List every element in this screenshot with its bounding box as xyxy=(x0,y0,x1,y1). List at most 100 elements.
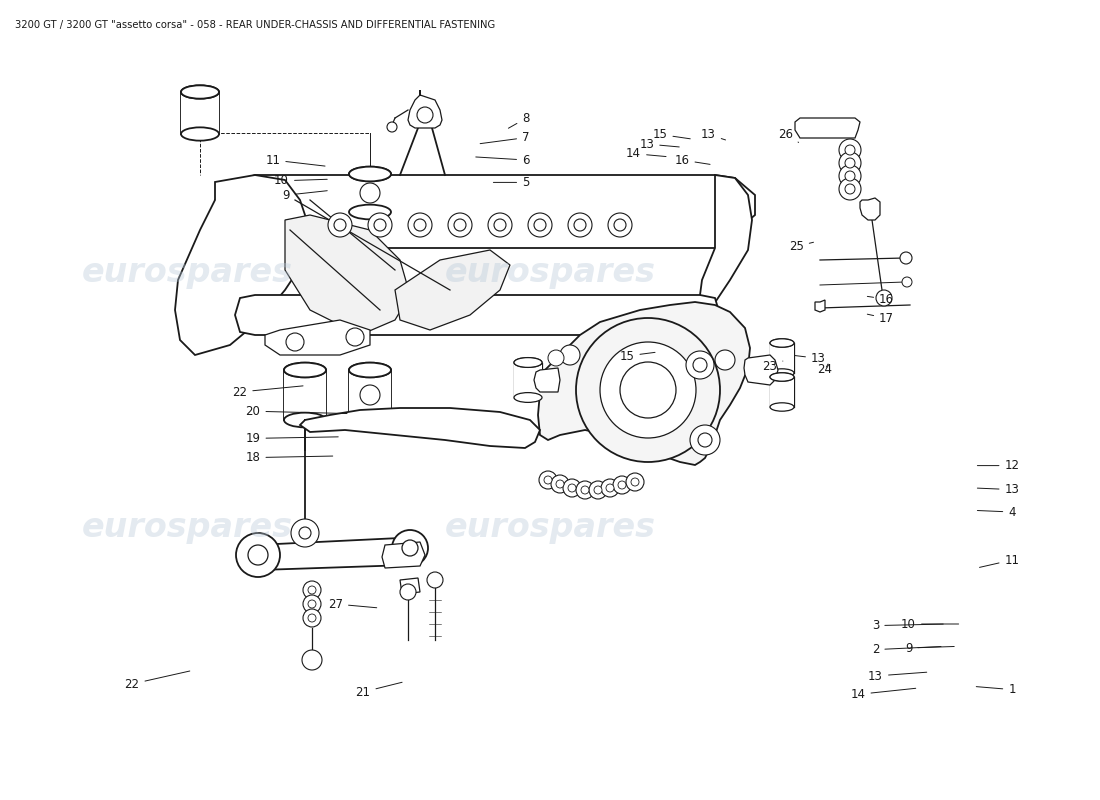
Text: 13: 13 xyxy=(639,138,679,150)
Circle shape xyxy=(563,479,581,497)
Polygon shape xyxy=(395,250,510,330)
Polygon shape xyxy=(265,320,370,355)
Polygon shape xyxy=(534,368,560,392)
Circle shape xyxy=(414,219,426,231)
Circle shape xyxy=(613,476,631,494)
Circle shape xyxy=(248,545,268,565)
Ellipse shape xyxy=(182,86,219,98)
Circle shape xyxy=(308,600,316,608)
Ellipse shape xyxy=(284,362,326,378)
Circle shape xyxy=(286,333,304,351)
Circle shape xyxy=(236,533,280,577)
Text: 10: 10 xyxy=(901,618,958,630)
Circle shape xyxy=(544,476,552,484)
Ellipse shape xyxy=(349,362,390,378)
Polygon shape xyxy=(744,355,778,385)
Text: 27: 27 xyxy=(328,598,376,610)
Circle shape xyxy=(539,471,557,489)
Ellipse shape xyxy=(349,362,390,378)
Circle shape xyxy=(556,480,564,488)
Polygon shape xyxy=(235,295,721,335)
Ellipse shape xyxy=(349,166,390,182)
Circle shape xyxy=(574,219,586,231)
Circle shape xyxy=(568,213,592,237)
Text: 7: 7 xyxy=(481,131,529,144)
Circle shape xyxy=(839,139,861,161)
Polygon shape xyxy=(860,198,880,220)
Text: 5: 5 xyxy=(494,176,529,189)
Text: 11: 11 xyxy=(979,554,1020,567)
Circle shape xyxy=(631,478,639,486)
Circle shape xyxy=(346,328,364,346)
Circle shape xyxy=(402,540,418,556)
Ellipse shape xyxy=(770,403,794,411)
Ellipse shape xyxy=(770,339,794,347)
Ellipse shape xyxy=(182,127,219,141)
Circle shape xyxy=(417,107,433,123)
Ellipse shape xyxy=(514,393,542,402)
Circle shape xyxy=(360,385,379,405)
Text: 22: 22 xyxy=(124,671,190,690)
Bar xyxy=(770,343,794,373)
Text: 13: 13 xyxy=(701,128,726,141)
Polygon shape xyxy=(698,175,752,340)
Text: 26: 26 xyxy=(778,128,799,142)
Text: 12: 12 xyxy=(978,459,1020,472)
Text: eurospares: eurospares xyxy=(81,511,293,545)
Circle shape xyxy=(392,530,428,566)
Bar xyxy=(514,362,542,398)
Text: 11: 11 xyxy=(265,154,324,166)
Circle shape xyxy=(360,183,379,203)
Text: 25: 25 xyxy=(789,240,814,253)
Text: 15: 15 xyxy=(619,350,654,362)
Circle shape xyxy=(548,350,564,366)
Polygon shape xyxy=(246,538,415,570)
Circle shape xyxy=(308,614,316,622)
Text: 9: 9 xyxy=(905,642,954,654)
Text: 8: 8 xyxy=(508,112,529,128)
Text: 16: 16 xyxy=(867,293,894,306)
Circle shape xyxy=(614,219,626,231)
Circle shape xyxy=(568,484,576,492)
Circle shape xyxy=(715,350,735,370)
Text: 19: 19 xyxy=(245,432,338,445)
Ellipse shape xyxy=(770,339,794,347)
Circle shape xyxy=(328,213,352,237)
Polygon shape xyxy=(408,90,442,128)
Circle shape xyxy=(608,213,632,237)
Circle shape xyxy=(902,277,912,287)
Polygon shape xyxy=(175,175,310,355)
Text: 16: 16 xyxy=(674,154,711,166)
Circle shape xyxy=(292,519,319,547)
Circle shape xyxy=(626,473,644,491)
Text: 10: 10 xyxy=(274,174,327,187)
Text: 6: 6 xyxy=(476,154,529,166)
Bar xyxy=(349,370,390,420)
Circle shape xyxy=(528,213,552,237)
Ellipse shape xyxy=(284,362,326,378)
Circle shape xyxy=(408,213,432,237)
Polygon shape xyxy=(285,215,410,335)
Ellipse shape xyxy=(349,166,390,182)
Ellipse shape xyxy=(284,413,326,427)
Circle shape xyxy=(845,145,855,155)
Text: 15: 15 xyxy=(652,128,691,141)
Text: 13: 13 xyxy=(868,670,926,682)
Polygon shape xyxy=(538,302,750,465)
Ellipse shape xyxy=(182,86,219,98)
Ellipse shape xyxy=(349,413,390,427)
Circle shape xyxy=(618,481,626,489)
Polygon shape xyxy=(400,578,420,594)
Circle shape xyxy=(299,527,311,539)
Ellipse shape xyxy=(514,358,542,367)
Ellipse shape xyxy=(770,369,794,378)
Polygon shape xyxy=(300,408,540,448)
Circle shape xyxy=(302,595,321,613)
Ellipse shape xyxy=(514,358,542,367)
Circle shape xyxy=(876,290,892,306)
Text: eurospares: eurospares xyxy=(444,255,656,289)
Ellipse shape xyxy=(770,373,794,382)
Circle shape xyxy=(698,433,712,447)
Text: 2: 2 xyxy=(872,643,940,656)
Bar xyxy=(770,377,794,407)
